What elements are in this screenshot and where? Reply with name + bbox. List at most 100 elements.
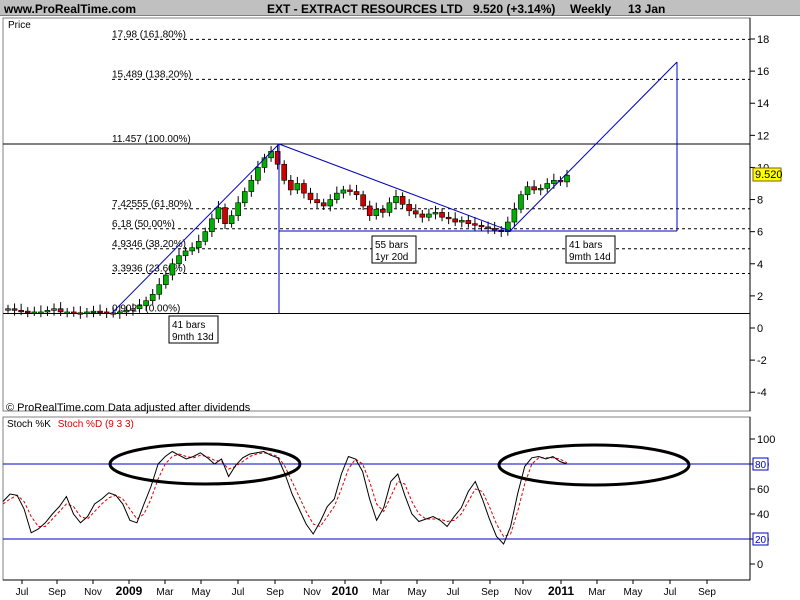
candle-body [170,264,175,275]
candle-body [183,251,188,256]
candle-body [117,312,122,314]
x-tick-label: Sep [481,587,499,598]
candle-body [157,285,162,295]
copyright-note: © ProRealTime.com Data adjusted after di… [6,402,251,414]
candle-body [98,311,103,313]
candle-body [236,203,241,216]
x-tick-label: 2009 [116,584,143,598]
candle-body [288,180,293,190]
candle-body [65,312,70,314]
fib-level-label: 7.42555 (61.80%) [112,199,192,210]
candle-body [71,312,76,314]
chart-header: www.ProRealTime.com EXT - EXTRACT RESOUR… [0,0,800,16]
price-y-tick-label: 8 [757,195,763,207]
candle-body [124,310,129,312]
x-axis: Jul Sep Nov 2009 Mar May Jul Sep Nov 2010 Mar May Ju… [3,580,750,598]
candle-body [58,309,63,312]
candle-body [91,311,96,313]
candle-body [6,309,11,311]
annotation-2-bars: 55 bars [375,240,408,251]
candle-body [176,256,181,264]
price-y-tick-label: 14 [757,98,769,110]
price-panel-label: Price [8,20,31,31]
candle-body [19,310,24,312]
candle-body [249,180,254,191]
candle-body [315,200,320,203]
candle-body [374,209,379,215]
fib-level-label: 17.98 (161.80%) [112,29,186,40]
date-label: 13 Jan [628,2,665,16]
annotation-box-1: 41 bars 9mth 13d [169,316,218,343]
x-tick-label: May [624,587,643,598]
candle-body [551,180,556,183]
x-tick-label: Mar [372,587,390,598]
price-y-tick-label: 2 [757,291,763,303]
candle-body [255,167,260,180]
stoch-legend: Stoch %K Stoch %D (9 3 3) [7,419,134,430]
fib-level-label: 6.18 (50.00%) [112,219,175,230]
price-y-tick-label: 6 [757,227,763,239]
candle-body [203,232,208,242]
x-tick-label: Mar [588,587,606,598]
candle-body [525,187,530,195]
fib-level-label: 4.9346 (38.20%) [112,239,186,250]
annotation-3-bars: 41 bars [569,240,602,251]
candle-body [361,195,366,206]
x-tick-label: Mar [156,587,174,598]
candle-body [223,208,228,224]
price-y-tick-label: 0 [757,323,763,335]
candle-body [466,220,471,223]
candle-body [400,196,405,204]
price-y-axis: 181614121086420-2-4 [750,18,769,411]
x-tick-label: 2010 [332,584,359,598]
x-tick-label: Jul [664,587,677,598]
stoch-y-tick-label: 0 [757,559,763,571]
stoch-level-20-label: 20 [755,535,767,546]
x-tick-label: 2011 [548,584,574,598]
stoch-k-legend: Stoch %K [7,419,51,430]
x-tick-label: May [192,587,211,598]
x-tick-label: Sep [48,587,66,598]
annotation-box-3: 41 bars 9mth 14d [566,236,615,263]
candle-body [32,312,37,314]
candle-body [492,228,497,230]
candle-body [328,200,333,206]
x-tick-label: May [408,587,427,598]
candle-body [308,193,313,199]
x-tick-label: Sep [698,587,716,598]
stoch-y-tick-label: 100 [757,434,775,446]
x-tick-label: Nov [84,587,102,598]
website-label[interactable]: www.ProRealTime.com [4,2,136,16]
annotation-2-duration: 1yr 20d [375,252,408,263]
candle-body [459,220,464,222]
stoch-level-20-tag: 20 [753,533,768,546]
annotation-box-2: 55 bars 1yr 20d [372,236,416,263]
candle-body [104,312,109,314]
candle-body [532,187,537,190]
candle-body [196,241,201,247]
candle-body [190,248,195,251]
candle-body [111,313,116,315]
candle-body [446,217,451,219]
x-tick-label: Nov [303,587,321,598]
candle-body [380,209,385,212]
candle-body [321,203,326,206]
candle-body [334,193,339,199]
candle-body [137,306,142,309]
candle-body [518,195,523,209]
candle-body [347,190,352,192]
candle-body [229,216,234,224]
candle-body [433,212,438,214]
instrument-title: EXT - EXTRACT RESOURCES LTD [267,2,463,16]
stoch-d-legend: Stoch %D (9 3 3) [58,419,134,430]
stoch-y-tick-label: 60 [757,484,769,496]
candle-body [282,164,287,180]
candle-body [209,219,214,232]
candle-body [78,313,83,315]
stoch-level-80-tag: 80 [753,458,768,471]
candle-body [387,203,392,213]
annotation-1-duration: 9mth 13d [172,332,214,343]
candle-body [341,190,346,193]
candle-body [453,219,458,222]
x-tick-label: Sep [266,587,284,598]
